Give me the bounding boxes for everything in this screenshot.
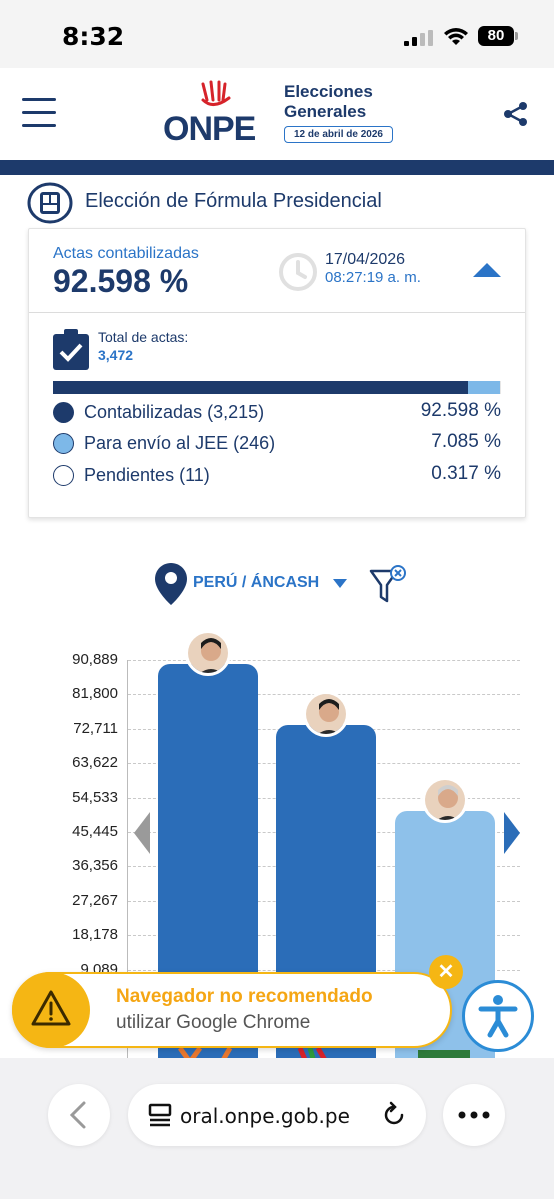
y-tick-label: 45,445 bbox=[72, 823, 118, 840]
status-time: 8:32 bbox=[62, 22, 125, 51]
status-bar: 8:32 80 bbox=[0, 0, 554, 68]
y-tick-label: 81,800 bbox=[72, 685, 118, 703]
toast-subtitle: utilizar Google Chrome bbox=[116, 1012, 311, 1033]
legend-dot-pendientes bbox=[53, 465, 74, 486]
total-actas-value: 3,472 bbox=[98, 347, 134, 363]
clipboard-check-icon bbox=[53, 329, 89, 370]
ballot-hand-icon bbox=[201, 80, 231, 106]
reader-mode-icon bbox=[148, 1103, 172, 1127]
collapse-arrow-icon[interactable] bbox=[473, 263, 501, 277]
history-clock-icon bbox=[279, 253, 317, 291]
reload-icon[interactable] bbox=[380, 1101, 408, 1129]
location-pin-icon bbox=[155, 563, 187, 605]
progress-contabilizadas bbox=[53, 381, 468, 394]
actas-label: Actas contabilizadas bbox=[53, 245, 199, 262]
progress-jee bbox=[467, 381, 500, 394]
chevron-down-icon[interactable] bbox=[333, 579, 347, 588]
browser-warning-toast: Navegador no recomendado utilizar Google… bbox=[12, 972, 452, 1048]
signal-icon bbox=[404, 30, 433, 46]
y-tick-label: 63,622 bbox=[72, 754, 118, 772]
summary-card: Actas contabilizadas 92.598 % 17/04/2026… bbox=[28, 228, 526, 518]
total-actas-label: Total de actas: bbox=[98, 329, 189, 345]
y-tick-label: 18,178 bbox=[72, 926, 118, 944]
updated-date: 17/04/2026 bbox=[325, 251, 406, 268]
chevron-left-icon bbox=[69, 1101, 86, 1129]
y-tick-label: 54,533 bbox=[72, 788, 118, 806]
legend-label: Contabilizadas (3,215) bbox=[84, 402, 265, 422]
more-options-button[interactable] bbox=[443, 1084, 505, 1146]
candidate-avatar[interactable] bbox=[303, 691, 349, 738]
legend-pct: 7.085 % bbox=[431, 431, 501, 452]
candidate-avatar[interactable] bbox=[185, 630, 231, 677]
updated-time: 08:27:19 a. m. bbox=[325, 269, 421, 286]
accessibility-button[interactable] bbox=[462, 980, 534, 1052]
menu-icon[interactable] bbox=[22, 98, 56, 128]
election-title-line1: Elecciones bbox=[284, 82, 373, 101]
battery-indicator: 80 bbox=[478, 26, 514, 46]
election-title: Elecciones Generales bbox=[284, 82, 373, 122]
chevron-left-icon[interactable] bbox=[134, 812, 150, 854]
url-text: oral.onpe.gob.pe bbox=[180, 1104, 350, 1128]
election-title-line2: Generales bbox=[284, 102, 367, 121]
close-toast-button[interactable]: ✕ bbox=[429, 955, 463, 989]
legend-pct: 92.598 % bbox=[420, 400, 501, 421]
legend-row: Para envío al JEE (246) 7.085 % bbox=[53, 430, 501, 456]
legend-dot-contabilizadas bbox=[53, 402, 74, 423]
toast-title: Navegador no recomendado bbox=[116, 986, 373, 1007]
share-icon[interactable] bbox=[503, 101, 529, 127]
legend-pct: 0.317 % bbox=[431, 463, 501, 484]
accessibility-icon bbox=[478, 995, 518, 1038]
site-header: ONPE Elecciones Generales 12 de abril de… bbox=[0, 68, 554, 160]
address-bar[interactable]: oral.onpe.gob.pe bbox=[128, 1084, 426, 1146]
candidate-avatar[interactable] bbox=[422, 776, 468, 823]
region-selector[interactable]: PERÚ / ÁNCASH bbox=[193, 574, 320, 591]
y-axis bbox=[127, 660, 128, 1060]
summary-header: Actas contabilizadas 92.598 % 17/04/2026… bbox=[29, 229, 525, 313]
header-divider bbox=[0, 160, 554, 175]
clear-filter-icon[interactable] bbox=[368, 563, 410, 605]
legend-label: Pendientes (11) bbox=[84, 465, 210, 485]
coat-of-arms-icon bbox=[27, 182, 73, 224]
more-dots-icon bbox=[458, 1111, 490, 1119]
wifi-icon bbox=[444, 28, 468, 45]
chevron-right-icon[interactable] bbox=[504, 812, 520, 854]
y-tick-label: 72,711 bbox=[73, 719, 118, 737]
legend-row: Pendientes (11) 0.317 % bbox=[53, 462, 501, 488]
back-button[interactable] bbox=[48, 1084, 110, 1146]
logo-text: ONPE bbox=[163, 110, 256, 148]
legend-row: Contabilizadas (3,215) 92.598 % bbox=[53, 399, 501, 425]
warning-badge bbox=[12, 972, 90, 1048]
y-tick-label: 36,356 bbox=[72, 857, 118, 875]
y-tick-label: 27,267 bbox=[72, 891, 118, 909]
onpe-logo[interactable]: ONPE bbox=[163, 80, 273, 150]
section-title: Elección de Fórmula Presidencial bbox=[85, 190, 382, 212]
legend-label: Para envío al JEE (246) bbox=[84, 433, 276, 453]
actas-value: 92.598 % bbox=[53, 263, 189, 299]
legend-dot-jee bbox=[53, 433, 74, 454]
battery-tip bbox=[515, 32, 518, 40]
y-tick-label: 90,889 bbox=[72, 651, 118, 668]
election-date-badge: 12 de abril de 2026 bbox=[284, 126, 393, 143]
grid-line bbox=[128, 660, 520, 661]
warning-icon bbox=[31, 990, 71, 1026]
actas-progress-bar bbox=[53, 381, 501, 394]
